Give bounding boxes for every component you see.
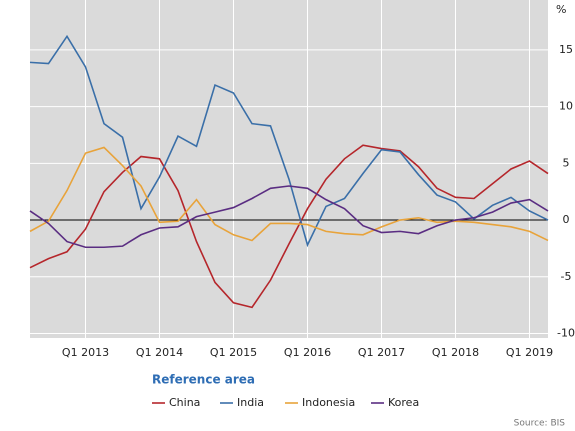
legend-title: Reference area <box>152 373 255 387</box>
y-tick-label: 15 <box>559 43 573 56</box>
x-tick-label: Q1 2019 <box>506 346 553 359</box>
series-line <box>29 34 549 248</box>
x-tick-label: Q1 2017 <box>358 346 405 359</box>
x-tick-label: Q1 2016 <box>284 346 331 359</box>
series-line <box>29 185 549 249</box>
unit-label: % <box>556 3 566 16</box>
y-tick-label: 10 <box>559 100 573 113</box>
y-tick-label: -5 <box>561 270 572 283</box>
series-line <box>29 144 549 309</box>
x-tick-label: Q1 2018 <box>432 346 479 359</box>
y-tick-label: 5 <box>563 156 570 169</box>
legend-label: Indonesia <box>302 396 355 409</box>
legend-label: Korea <box>388 396 419 409</box>
y-tick-label: -10 <box>557 326 575 339</box>
y-tick-label: 0 <box>563 213 570 226</box>
series-line <box>29 146 549 242</box>
legend-label: India <box>237 396 264 409</box>
plot-area <box>30 0 548 338</box>
x-tick-label: Q1 2013 <box>62 346 109 359</box>
x-tick-label: Q1 2014 <box>136 346 183 359</box>
x-tick-label: Q1 2015 <box>210 346 257 359</box>
legend-label: China <box>169 396 200 409</box>
source: Source: BIS <box>514 419 566 429</box>
